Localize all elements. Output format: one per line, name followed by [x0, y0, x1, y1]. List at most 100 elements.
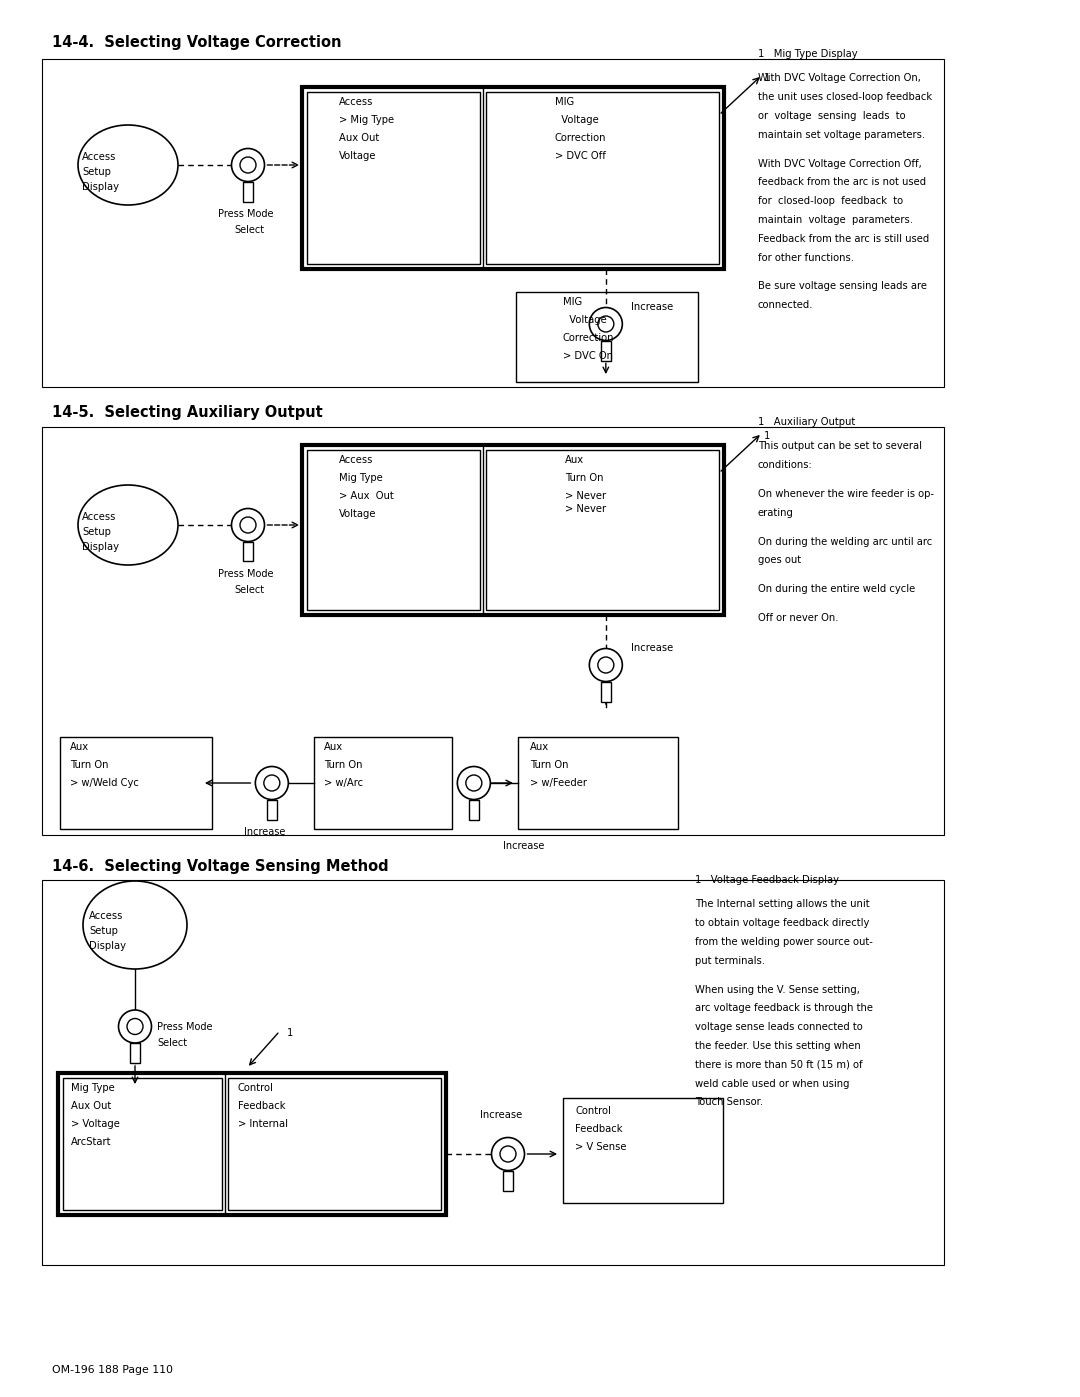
Text: The Internal setting allows the unit: The Internal setting allows the unit	[696, 900, 869, 909]
Text: Increase: Increase	[244, 827, 285, 837]
Circle shape	[240, 517, 256, 534]
Text: Press Mode: Press Mode	[157, 1021, 213, 1031]
Text: Touch Sensor.: Touch Sensor.	[696, 1098, 764, 1108]
Circle shape	[457, 767, 490, 799]
Circle shape	[119, 1010, 151, 1044]
Bar	[516, 292, 698, 381]
Text: Access: Access	[89, 911, 123, 921]
Text: 1: 1	[764, 73, 770, 82]
Text: voltage sense leads connected to: voltage sense leads connected to	[696, 1023, 863, 1032]
Text: Increase: Increase	[503, 841, 544, 851]
Text: Access: Access	[82, 152, 117, 162]
Bar	[42, 427, 944, 835]
Text: Aux: Aux	[324, 742, 343, 752]
Text: > w/Weld Cyc: > w/Weld Cyc	[70, 778, 139, 788]
Bar	[307, 92, 481, 264]
Text: 1   Voltage Feedback Display: 1 Voltage Feedback Display	[696, 875, 839, 886]
Text: Select: Select	[157, 1038, 187, 1048]
Text: Select: Select	[234, 225, 265, 235]
Bar	[563, 1098, 723, 1203]
Text: erating: erating	[758, 509, 794, 518]
Text: Voltage: Voltage	[339, 151, 376, 161]
Text: > Mig Type: > Mig Type	[339, 115, 394, 124]
Circle shape	[465, 775, 482, 791]
Circle shape	[491, 1137, 525, 1171]
Text: Turn On: Turn On	[324, 760, 362, 770]
Text: > DVC On: > DVC On	[563, 351, 612, 360]
Text: Access: Access	[339, 96, 373, 108]
Text: conditions:: conditions:	[758, 460, 813, 471]
Text: Aux Out: Aux Out	[71, 1101, 111, 1111]
Text: Feedback: Feedback	[238, 1101, 285, 1111]
Text: ArcStart: ArcStart	[71, 1137, 111, 1147]
Text: Increase: Increase	[480, 1111, 523, 1120]
Text: for other functions.: for other functions.	[758, 253, 854, 263]
Text: for  closed-loop  feedback  to: for closed-loop feedback to	[758, 196, 903, 207]
Bar	[243, 542, 253, 562]
Text: or  voltage  sensing  leads  to: or voltage sensing leads to	[758, 110, 906, 122]
Text: to obtain voltage feedback directly: to obtain voltage feedback directly	[696, 918, 869, 928]
Bar	[60, 738, 212, 828]
Text: When using the V. Sense setting,: When using the V. Sense setting,	[696, 985, 860, 995]
Text: 1   Auxiliary Output: 1 Auxiliary Output	[758, 416, 855, 427]
Text: Setup: Setup	[82, 168, 111, 177]
Text: 1: 1	[287, 1028, 293, 1038]
Text: Display: Display	[82, 182, 119, 191]
Text: maintain set voltage parameters.: maintain set voltage parameters.	[758, 130, 926, 140]
Text: > Never: > Never	[565, 504, 606, 514]
Text: 1   Mig Type Display: 1 Mig Type Display	[758, 49, 858, 59]
Bar	[58, 1073, 446, 1215]
Circle shape	[598, 657, 613, 673]
Text: Aux: Aux	[70, 742, 90, 752]
Text: Turn On: Turn On	[565, 474, 604, 483]
Circle shape	[231, 148, 265, 182]
Circle shape	[500, 1146, 516, 1162]
Text: Increase: Increase	[631, 643, 673, 652]
Bar	[243, 182, 253, 201]
Circle shape	[240, 156, 256, 173]
Text: Feedback from the arc is still used: Feedback from the arc is still used	[758, 233, 929, 244]
Text: On during the entire weld cycle: On during the entire weld cycle	[758, 584, 915, 594]
Text: maintain  voltage  parameters.: maintain voltage parameters.	[758, 215, 913, 225]
Text: With DVC Voltage Correction Off,: With DVC Voltage Correction Off,	[758, 159, 921, 169]
Bar	[517, 738, 678, 828]
Text: Correction: Correction	[555, 133, 606, 142]
Text: MIG: MIG	[555, 96, 573, 108]
Text: Be sure voltage sensing leads are: Be sure voltage sensing leads are	[758, 281, 927, 292]
Text: goes out: goes out	[758, 556, 801, 566]
Bar	[486, 450, 719, 610]
Ellipse shape	[83, 882, 187, 970]
Circle shape	[590, 648, 622, 682]
Text: This output can be set to several: This output can be set to several	[758, 441, 922, 451]
Text: > Aux  Out: > Aux Out	[339, 490, 393, 502]
Text: Access: Access	[339, 455, 373, 465]
Text: Display: Display	[89, 942, 126, 951]
Bar	[302, 87, 724, 270]
Text: put terminals.: put terminals.	[696, 956, 765, 965]
Bar	[267, 799, 276, 820]
Text: arc voltage feedback is through the: arc voltage feedback is through the	[696, 1003, 873, 1013]
Text: On during the welding arc until arc: On during the welding arc until arc	[758, 536, 932, 546]
Text: Display: Display	[82, 542, 119, 552]
Text: Control: Control	[238, 1083, 273, 1092]
Text: Setup: Setup	[89, 926, 118, 936]
Bar	[503, 1171, 513, 1190]
Bar	[63, 1078, 221, 1210]
Circle shape	[598, 316, 613, 332]
Bar	[600, 682, 611, 701]
Text: Voltage: Voltage	[339, 509, 376, 520]
Text: 14-6.  Selecting Voltage Sensing Method: 14-6. Selecting Voltage Sensing Method	[52, 859, 389, 875]
Text: weld cable used or when using: weld cable used or when using	[696, 1078, 850, 1088]
Text: the unit uses closed-loop feedback: the unit uses closed-loop feedback	[758, 92, 932, 102]
Text: > Never: > Never	[565, 490, 606, 502]
Bar	[228, 1078, 441, 1210]
Bar	[469, 799, 478, 820]
Text: Aux: Aux	[530, 742, 549, 752]
Text: Turn On: Turn On	[70, 760, 108, 770]
Text: Feedback: Feedback	[575, 1125, 622, 1134]
Text: 14-5.  Selecting Auxiliary Output: 14-5. Selecting Auxiliary Output	[52, 405, 323, 420]
Text: Mig Type: Mig Type	[339, 474, 382, 483]
Text: there is more than 50 ft (15 m) of: there is more than 50 ft (15 m) of	[696, 1060, 863, 1070]
Bar	[302, 446, 724, 615]
Text: Select: Select	[234, 585, 265, 595]
